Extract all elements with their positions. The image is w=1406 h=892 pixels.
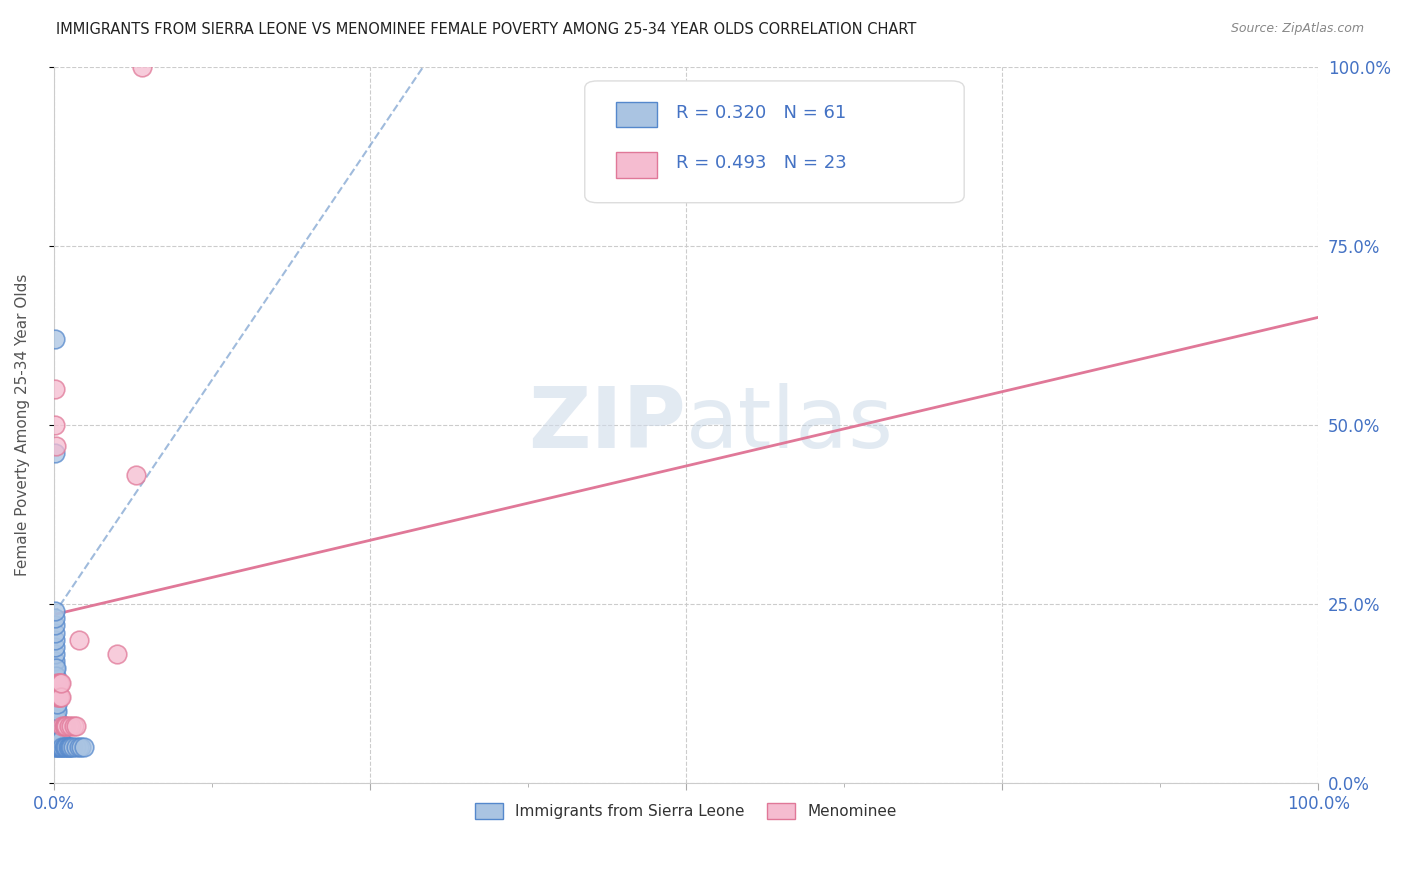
Point [125,467,148,482]
Point [44,733,66,747]
Text: atlas: atlas [686,384,894,467]
Point [46,719,69,733]
Point [44,682,66,697]
Point [44,668,66,682]
Point [44,417,66,432]
Point [44,740,66,755]
Point [48,740,70,755]
Point [45,675,67,690]
Point [44,382,66,396]
Point [45,705,67,719]
Point [55,719,77,733]
Point [51,740,73,755]
Point [60,719,83,733]
Point [105,647,128,661]
Point [51,733,73,747]
Point [44,675,66,690]
Point [48,733,70,747]
FancyBboxPatch shape [585,81,965,202]
Point [46,733,69,747]
Point [67,632,90,647]
Point [46,712,69,726]
Point [45,719,67,733]
Point [44,712,66,726]
Point [44,604,66,618]
Legend: Immigrants from Sierra Leone, Menominee: Immigrants from Sierra Leone, Menominee [470,797,903,826]
Point [44,719,66,733]
Text: R = 0.493   N = 23: R = 0.493 N = 23 [676,154,846,172]
Point [46,740,69,755]
Point [46,675,69,690]
Point [51,675,73,690]
Point [53,719,76,733]
Point [44,726,66,740]
Point [65,740,87,755]
Point [55,740,77,755]
Point [45,439,67,453]
Point [48,675,70,690]
Point [44,697,66,711]
Point [45,690,67,704]
Point [44,618,66,632]
Point [48,726,70,740]
Point [44,654,66,668]
Point [44,625,66,640]
Point [44,446,66,460]
Point [62,740,84,755]
Point [45,726,67,740]
Point [45,668,67,682]
Point [44,661,66,675]
Point [45,733,67,747]
Point [49,675,72,690]
Point [45,661,67,675]
Point [67,740,90,755]
Point [45,712,67,726]
Point [45,682,67,697]
Point [73,740,96,755]
Point [60,740,83,755]
Point [49,740,72,755]
Point [46,697,69,711]
Point [44,647,66,661]
Text: IMMIGRANTS FROM SIERRA LEONE VS MENOMINEE FEMALE POVERTY AMONG 25-34 YEAR OLDS C: IMMIGRANTS FROM SIERRA LEONE VS MENOMINE… [56,22,917,37]
Text: R = 0.320   N = 61: R = 0.320 N = 61 [676,103,846,122]
Point [44,640,66,654]
Point [131,60,153,74]
Y-axis label: Female Poverty Among 25-34 Year Olds: Female Poverty Among 25-34 Year Olds [15,274,30,576]
Point [44,690,66,704]
Point [46,690,69,704]
Point [49,690,72,704]
Point [44,332,66,346]
Point [46,705,69,719]
Point [49,733,72,747]
Point [52,740,75,755]
Point [63,719,86,733]
Point [48,690,70,704]
Point [44,705,66,719]
Point [58,740,80,755]
Point [46,726,69,740]
Point [56,740,79,755]
Text: ZIP: ZIP [529,384,686,467]
Point [45,740,67,755]
Point [51,740,73,755]
FancyBboxPatch shape [616,103,657,128]
Text: Source: ZipAtlas.com: Source: ZipAtlas.com [1230,22,1364,36]
Point [58,719,80,733]
Point [53,740,76,755]
Point [52,719,75,733]
Point [59,740,82,755]
Point [44,632,66,647]
FancyBboxPatch shape [616,153,657,178]
Point [51,719,73,733]
Point [45,697,67,711]
Point [51,690,73,704]
Point [70,740,93,755]
Point [65,719,87,733]
Point [44,611,66,625]
